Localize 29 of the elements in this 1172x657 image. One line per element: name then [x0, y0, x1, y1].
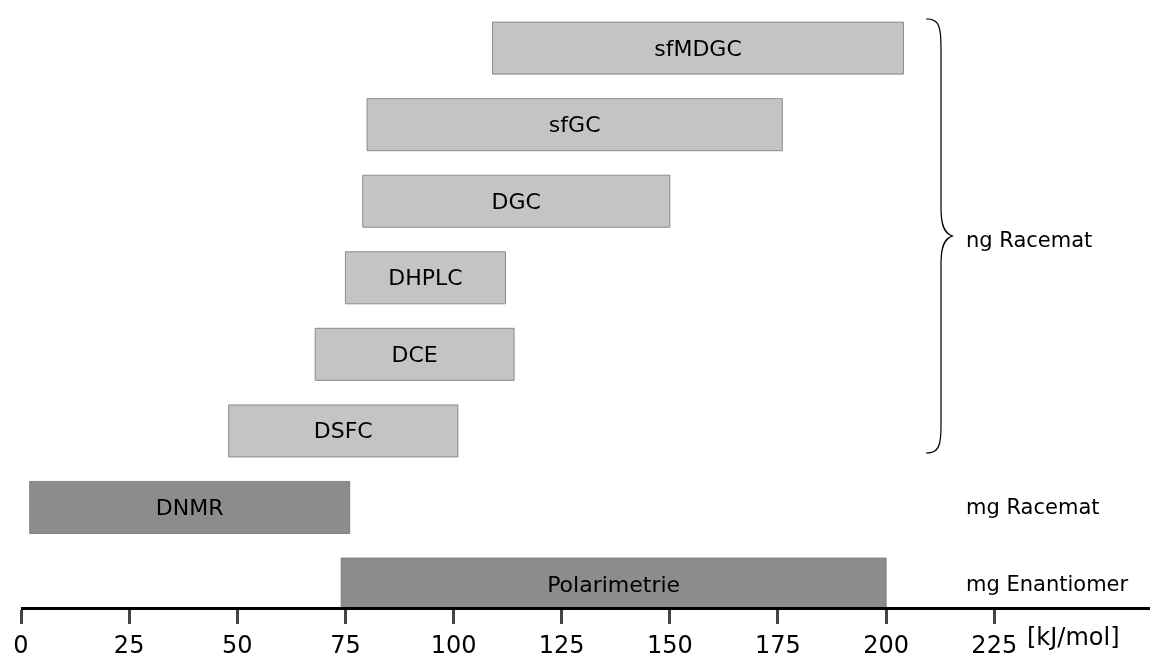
y-tick-label: Polarimetrie — [547, 571, 681, 597]
bar — [362, 174, 671, 228]
y-tick-label: DHPLC — [388, 265, 463, 291]
x-tick-label: 75 — [330, 630, 361, 657]
y-tick-label: sfGC — [548, 112, 601, 138]
annotation: mg Enantiomer — [966, 572, 1129, 596]
bar — [345, 251, 506, 305]
annotation: mg Racemat — [966, 495, 1100, 519]
x-tick-label: 125 — [538, 630, 585, 657]
bar — [29, 481, 351, 534]
x-tick-label: 225 — [971, 630, 1018, 657]
y-tick-label: sfMDGC — [654, 35, 742, 61]
x-tick-label: 100 — [430, 630, 477, 657]
x-tick-label: 200 — [863, 630, 910, 657]
y-tick-label: DCE — [391, 341, 438, 367]
x-tick-label: 25 — [113, 630, 145, 657]
x-tick-label: 50 — [222, 630, 253, 657]
y-tick-label: DGC — [491, 188, 541, 214]
bar — [366, 98, 783, 152]
bar — [228, 404, 459, 458]
bar — [314, 327, 515, 381]
x-tick-label: 150 — [646, 630, 693, 657]
annotation: ng Racemat — [966, 228, 1093, 252]
bar — [492, 21, 904, 75]
x-tick-label: 175 — [755, 630, 801, 657]
y-tick-label: DSFC — [313, 418, 373, 444]
x-axis-title: [kJ/mol] — [1027, 623, 1120, 651]
y-tick-label: DNMR — [155, 494, 224, 520]
x-tick-label: 0 — [13, 630, 29, 657]
